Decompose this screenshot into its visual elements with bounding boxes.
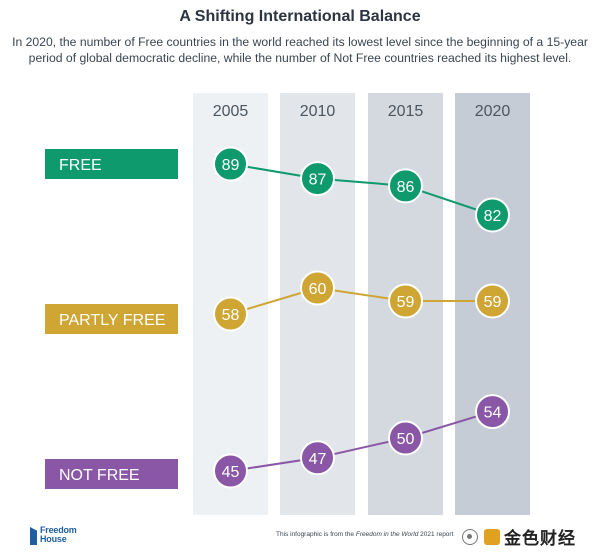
- watermark-text: 金色财经: [504, 529, 576, 548]
- footer-note-italic: Freedom in the World: [355, 531, 419, 538]
- data-label-not-free-2015: 50: [397, 431, 415, 448]
- logo-line-1: Freedom: [40, 525, 77, 535]
- legend-box-free: [45, 149, 178, 179]
- data-label-not-free-2020: 54: [484, 405, 502, 422]
- year-label-2005: 2005: [213, 103, 249, 120]
- data-point-free-2005: [213, 146, 248, 182]
- year-label-2020: 2020: [475, 103, 511, 120]
- year-header-2020: [455, 93, 530, 125]
- logo-line-2: House: [40, 534, 67, 544]
- freedom-house-logo-icon: [30, 527, 37, 545]
- data-label-free-2005: 89: [222, 157, 240, 174]
- data-label-not-free-2010: 47: [309, 451, 327, 468]
- footer-note: This infographic is from the Freedom in …: [276, 531, 453, 538]
- data-point-not-free-2005: [213, 453, 248, 489]
- freedom-house-logo: Freedom House: [30, 526, 77, 545]
- data-label-free-2010: 87: [309, 172, 327, 189]
- year-header-2010: [280, 93, 355, 125]
- data-point-free-2020: [475, 197, 510, 233]
- legend-box-not-free: [45, 459, 178, 489]
- footer-note-suffix: 2021 report: [418, 531, 454, 538]
- wechat-icon: [462, 528, 478, 545]
- data-point-not-free-2020: [475, 394, 510, 430]
- data-point-partly-free-2020: [475, 283, 510, 319]
- series-line-not-free: [230, 410, 493, 472]
- series-line-partly-free: [230, 286, 493, 315]
- data-label-partly-free-2010: 60: [309, 281, 327, 298]
- data-label-free-2015: 86: [397, 179, 415, 196]
- badge-icon: [484, 528, 500, 545]
- data-label-free-2020: 82: [484, 208, 502, 225]
- chart-title: A Shifting International Balance: [179, 8, 421, 25]
- footer-note-prefix: This infographic is from the: [276, 531, 356, 538]
- legend-box-partly-free: [45, 304, 178, 334]
- series-line-free: [230, 163, 493, 216]
- year-header-2005: [193, 93, 268, 125]
- chart-subtitle: In 2020, the number of Free countries in…: [12, 35, 588, 65]
- data-point-free-2010: [300, 161, 335, 197]
- data-point-partly-free-2010: [300, 270, 335, 306]
- year-label-2010: 2010: [300, 103, 336, 120]
- data-label-partly-free-2020: 59: [484, 294, 502, 311]
- legend-label-not-free: NOT FREE: [59, 467, 140, 484]
- watermark: 金色财经: [458, 522, 580, 551]
- data-point-partly-free-2015: [388, 283, 423, 319]
- year-label-2015: 2015: [388, 103, 424, 120]
- legend-label-partly-free: PARTLY FREE: [59, 312, 165, 329]
- data-point-not-free-2015: [388, 420, 423, 456]
- data-label-not-free-2005: 45: [222, 464, 240, 481]
- data-label-partly-free-2005: 58: [222, 307, 240, 324]
- data-label-partly-free-2015: 59: [397, 294, 415, 311]
- year-header-2015: [368, 93, 443, 125]
- data-point-partly-free-2005: [213, 296, 248, 332]
- legend-label-free: FREE: [59, 157, 102, 174]
- data-point-free-2015: [388, 168, 423, 204]
- data-point-not-free-2010: [300, 440, 335, 476]
